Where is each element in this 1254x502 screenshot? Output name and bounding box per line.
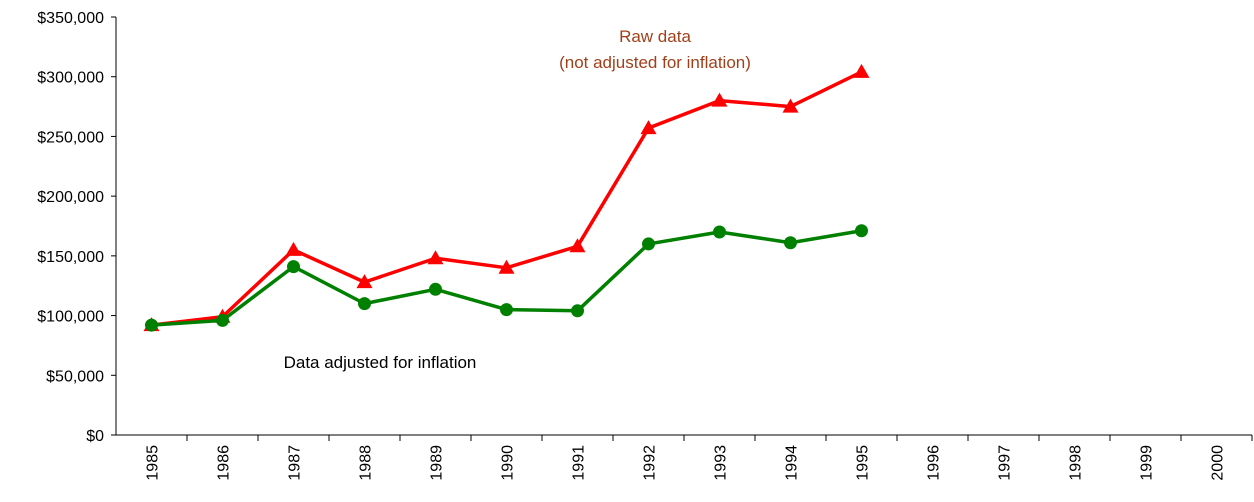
series-line [151,70,863,327]
x-tick-label: 1998 [1068,445,1085,481]
y-tick-label: $50,000 [46,368,104,385]
x-tick-label: 1992 [642,445,659,481]
marker [429,282,442,296]
marker [642,237,655,251]
marker [782,98,799,113]
x-tick-label: 1997 [997,445,1014,481]
x-tick-label: 1999 [1139,445,1156,481]
x-tick-label: 1985 [145,445,162,481]
marker [640,120,657,135]
x-tick-label: 1989 [429,445,446,481]
marker [711,92,728,107]
marker [356,274,373,289]
y-tick-label: $200,000 [37,189,104,206]
annotation: Raw data [619,27,691,46]
x-tick-label: 1987 [287,445,304,481]
x-tick-label: 1994 [784,445,801,481]
x-tick-label: 1988 [358,445,375,481]
y-tick-label: $150,000 [37,249,104,266]
marker [500,303,513,317]
annotation: Data adjusted for inflation [284,353,477,372]
x-tick-label: 1990 [500,445,517,481]
y-tick-label: $100,000 [37,309,104,326]
y-tick-label: $350,000 [37,10,104,27]
y-tick-label: $250,000 [37,129,104,146]
marker [285,241,302,256]
marker [855,224,868,238]
x-tick-label: 1995 [855,445,872,481]
annotation: (not adjusted for inflation) [559,53,751,72]
x-tick-label: 2000 [1210,445,1227,481]
marker [569,238,586,253]
y-tick-label: $0 [86,428,104,445]
x-tick-label: 1993 [713,445,730,481]
marker [358,297,371,311]
marker [853,63,870,78]
x-tick-label: 1996 [926,445,943,481]
marker [784,236,797,250]
marker [216,313,229,327]
marker [427,250,444,265]
marker [571,304,584,318]
marker [145,318,158,332]
y-tick-label: $300,000 [37,70,104,87]
x-tick-label: 1991 [571,445,588,481]
marker [287,260,300,274]
marker [713,225,726,239]
x-tick-label: 1986 [216,445,233,481]
marker [498,259,515,274]
